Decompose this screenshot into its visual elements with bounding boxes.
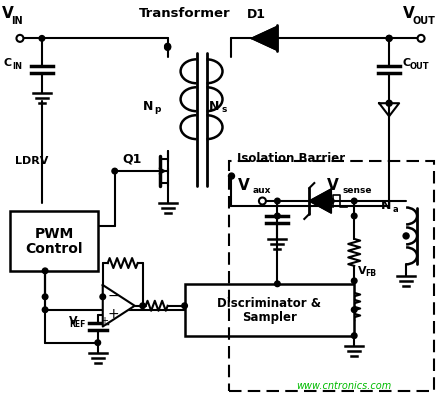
Text: a: a [393, 205, 399, 215]
Text: V: V [403, 6, 415, 21]
Circle shape [182, 303, 187, 308]
Text: V: V [358, 266, 367, 276]
Text: s: s [221, 105, 227, 114]
Text: Isolation Barrier: Isolation Barrier [238, 152, 345, 165]
Text: OUT: OUT [412, 16, 435, 26]
Circle shape [228, 173, 235, 179]
Circle shape [386, 36, 392, 41]
Circle shape [42, 268, 48, 273]
Text: Q1: Q1 [123, 153, 142, 166]
Text: D1: D1 [247, 8, 266, 21]
Text: Control: Control [25, 242, 83, 256]
Text: +: + [100, 316, 108, 326]
Circle shape [42, 294, 48, 300]
Circle shape [16, 35, 23, 42]
Polygon shape [309, 189, 331, 213]
Text: −: − [108, 289, 119, 303]
Circle shape [386, 100, 392, 106]
Circle shape [352, 198, 357, 204]
Text: IN: IN [11, 16, 22, 26]
Circle shape [95, 340, 101, 346]
Circle shape [259, 198, 266, 205]
Circle shape [39, 36, 45, 41]
FancyBboxPatch shape [10, 211, 98, 271]
Text: V: V [238, 178, 249, 192]
Text: Discriminator &: Discriminator & [217, 297, 321, 310]
Text: LDRV: LDRV [15, 156, 48, 166]
Text: V: V [69, 316, 78, 326]
Circle shape [386, 35, 392, 41]
Circle shape [352, 333, 357, 338]
Polygon shape [251, 26, 277, 51]
Text: Transformer: Transformer [139, 7, 231, 20]
Text: PWM: PWM [34, 227, 73, 241]
Text: sense: sense [342, 186, 372, 194]
Circle shape [352, 307, 357, 312]
Text: C: C [4, 58, 12, 68]
Text: C: C [402, 58, 410, 68]
Text: N: N [209, 100, 220, 113]
Circle shape [418, 35, 425, 42]
Text: Sampler: Sampler [242, 311, 297, 324]
Text: OUT: OUT [410, 62, 430, 71]
Text: www.cntronics.com: www.cntronics.com [297, 381, 392, 391]
Text: aux: aux [253, 186, 271, 194]
Text: V: V [2, 6, 14, 21]
Circle shape [275, 198, 280, 204]
Text: FB: FB [365, 269, 376, 278]
Circle shape [140, 303, 146, 308]
Text: IN: IN [12, 62, 22, 71]
Circle shape [352, 213, 357, 219]
Circle shape [100, 294, 106, 300]
Circle shape [112, 168, 117, 174]
Text: +: + [108, 307, 119, 321]
Text: REF: REF [70, 320, 86, 329]
Text: N: N [143, 100, 153, 113]
Text: p: p [154, 105, 161, 114]
Polygon shape [103, 285, 135, 326]
Text: N: N [381, 199, 391, 213]
Text: V: V [327, 178, 339, 192]
FancyBboxPatch shape [185, 284, 354, 336]
Circle shape [329, 198, 334, 204]
Circle shape [275, 281, 280, 287]
Circle shape [42, 307, 48, 312]
Circle shape [275, 213, 280, 219]
Circle shape [165, 43, 171, 49]
Circle shape [165, 45, 171, 51]
Circle shape [352, 278, 357, 284]
Circle shape [403, 233, 409, 239]
